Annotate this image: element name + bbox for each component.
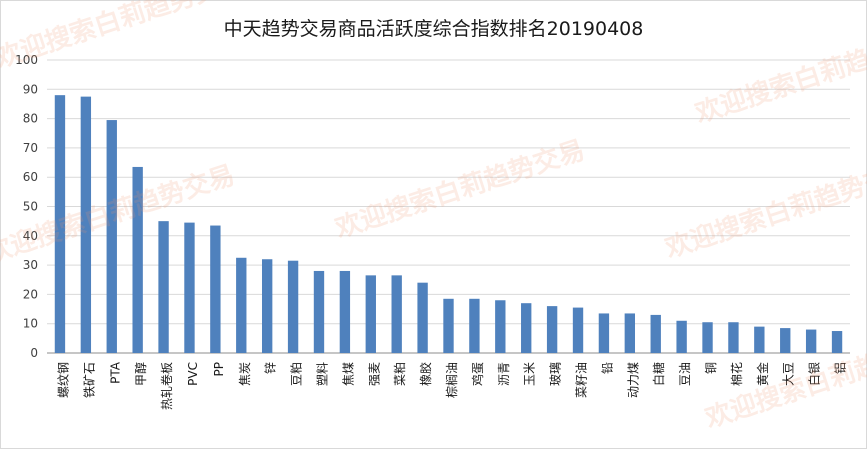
y-tick-label: 90: [23, 82, 38, 96]
x-tick-label: 棉花: [729, 362, 744, 386]
x-tick-label: 黄金: [755, 362, 770, 386]
chart-title: 中天趋势交易商品活跃度综合指数排名20190408: [223, 18, 644, 40]
x-axis-ticks: 螺纹钢 铁矿石 PTA 甲醇 热轧卷板 PVC PP 焦炭锌豆粕 塑料 焦煤 强麦 菜粕 橡胶 棕榈油 鸡蛋…: [56, 361, 847, 410]
bar: [831, 331, 843, 353]
y-axis-ticks: 0 10 20 30 40 50 60 70 80 90 100: [15, 53, 38, 360]
bar: [287, 260, 299, 353]
x-tick-label: 螺纹钢: [56, 362, 70, 398]
bar: [106, 120, 117, 353]
x-tick-label: 塑料: [314, 362, 329, 386]
x-tick-label: 大豆: [782, 362, 796, 386]
bar: [650, 314, 661, 353]
x-tick-label: 沥青: [497, 362, 511, 386]
x-tick-label: 菜籽油: [575, 362, 589, 398]
x-tick-label: 豆粕: [289, 362, 304, 386]
bar: [521, 303, 532, 353]
y-tick-label: 80: [23, 112, 38, 126]
bar: [313, 270, 325, 353]
bar: [702, 322, 713, 353]
bar: [495, 300, 506, 353]
x-tick-label: 甲醇: [133, 362, 148, 386]
y-tick-label: 10: [23, 317, 38, 331]
x-tick-label: 铝: [833, 362, 848, 374]
x-tick-label: 锌: [264, 362, 278, 374]
x-tick-label: PTA: [108, 361, 122, 384]
x-tick-label: 铅: [600, 362, 614, 374]
bar: [236, 257, 247, 353]
x-tick-label: 鸡蛋: [470, 362, 485, 386]
y-tick-label: 100: [15, 53, 38, 67]
y-tick-label: 0: [30, 346, 38, 360]
x-tick-label: PP: [212, 362, 226, 376]
bar: [805, 329, 817, 353]
bar: [469, 298, 480, 353]
x-tick-label: 白糖: [651, 362, 666, 386]
x-tick-label: 白银: [807, 362, 822, 386]
y-tick-label: 20: [23, 287, 38, 301]
bar: [261, 259, 273, 353]
bar: [780, 328, 791, 353]
bar: [676, 320, 687, 353]
bar: [54, 95, 66, 353]
bar: [391, 275, 402, 353]
bar: [728, 322, 739, 353]
bar: [132, 166, 143, 353]
x-tick-label: 菜粕: [392, 362, 407, 386]
y-tick-label: 70: [23, 141, 38, 155]
bar: [339, 270, 351, 353]
x-tick-label: 强麦: [367, 362, 381, 386]
x-tick-label: 豆油: [678, 362, 692, 386]
y-tick-label: 30: [23, 258, 38, 272]
x-tick-label: 铜: [703, 362, 718, 374]
bar: [210, 225, 221, 353]
bar: [572, 307, 584, 353]
bar: [417, 282, 428, 353]
x-tick-label: 热轧卷板: [159, 362, 174, 410]
x-tick-label: 橡胶: [418, 362, 433, 386]
x-tick-label: 焦煤: [341, 362, 355, 386]
x-tick-label: 动力煤: [626, 362, 640, 398]
y-tick-label: 50: [23, 200, 38, 214]
bars: [54, 95, 843, 353]
bar: [158, 221, 169, 353]
bar: [598, 313, 610, 353]
y-tick-label: 60: [23, 170, 38, 184]
x-tick-label: PVC: [186, 362, 200, 386]
x-tick-label: 玉米: [523, 362, 537, 386]
bar: [443, 298, 454, 353]
y-tick-label: 40: [23, 229, 38, 243]
bar: [80, 96, 92, 353]
x-tick-label: 玻璃: [549, 362, 563, 386]
x-tick-label: 焦炭: [238, 362, 252, 386]
x-tick-label: 铁矿石: [82, 362, 96, 398]
bar: [546, 306, 558, 353]
bar: [365, 275, 376, 353]
bar: [624, 313, 636, 353]
bar: [184, 222, 195, 353]
bar: [754, 326, 765, 353]
x-tick-label: 棕榈油: [444, 362, 459, 398]
gridlines: [47, 59, 850, 354]
